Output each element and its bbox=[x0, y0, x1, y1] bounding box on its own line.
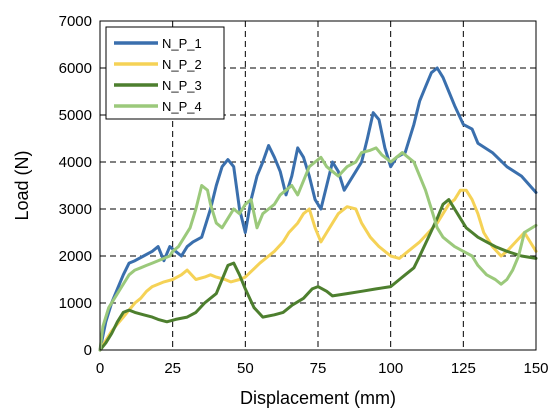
y-tick-label: 2000 bbox=[59, 248, 92, 265]
x-tick-label: 75 bbox=[310, 360, 327, 377]
series-layer bbox=[98, 66, 538, 352]
y-axis-title: Load (N) bbox=[12, 150, 32, 220]
y-tick-label: 0 bbox=[84, 342, 92, 359]
legend-label: N_P_3 bbox=[162, 78, 202, 93]
series-line-n-p-1 bbox=[98, 66, 538, 352]
y-tick-label: 4000 bbox=[59, 154, 92, 171]
x-tick-label: 0 bbox=[96, 360, 104, 377]
y-tick-label: 3000 bbox=[59, 201, 92, 218]
legend-label: N_P_4 bbox=[162, 99, 202, 114]
series-line-n-p-2 bbox=[98, 188, 538, 352]
y-tick-label: 7000 bbox=[59, 13, 92, 30]
legend-label: N_P_2 bbox=[162, 57, 202, 72]
x-tick-label: 125 bbox=[451, 360, 476, 377]
y-tick-label: 5000 bbox=[59, 107, 92, 124]
legend: N_P_1 N_P_2 N_P_3 N_P_4 bbox=[105, 26, 225, 120]
legend-label: N_P_1 bbox=[162, 36, 202, 51]
x-tick-label: 150 bbox=[523, 360, 548, 377]
y-tick-label: 6000 bbox=[59, 60, 92, 77]
y-tick-label: 1000 bbox=[59, 295, 92, 312]
x-axis-title: Displacement (mm) bbox=[240, 388, 396, 408]
plot-frame bbox=[99, 20, 537, 351]
x-tick-label: 50 bbox=[237, 360, 254, 377]
grid-lines bbox=[100, 21, 536, 350]
series-line-n-p-3 bbox=[98, 198, 538, 352]
x-tick-label: 25 bbox=[164, 360, 181, 377]
x-tick-label: 100 bbox=[378, 360, 403, 377]
series-line-n-p-4 bbox=[98, 146, 538, 352]
tick-labels: 0 25 50 75 100 125 150 0 1000 2000 3000 4000 5000 600… bbox=[59, 13, 549, 377]
